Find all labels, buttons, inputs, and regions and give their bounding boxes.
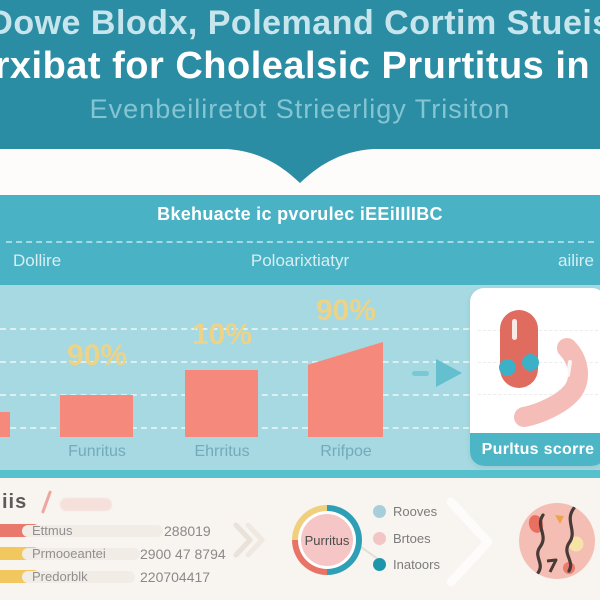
stat-track [22, 525, 163, 537]
stat-label: Ettmus [32, 523, 73, 538]
stat-value: 288019 [164, 523, 211, 539]
score-card: Purltus scorre [470, 288, 600, 466]
legend-label: Brtoes [393, 531, 431, 546]
legend-label: Inatoors [393, 557, 440, 572]
slash-mark [40, 490, 53, 514]
stat-value: 220704417 [140, 569, 211, 585]
pill-dot-icon [522, 354, 539, 371]
stat-label: Prmooeantei [32, 546, 106, 561]
stat-row: Predorblk 220704417 [0, 570, 230, 586]
card-caption: Purltus scorre [470, 433, 600, 466]
stat-value: 2900 47 8794 [140, 546, 226, 562]
bar-ehrritus [185, 370, 258, 437]
separator-strip [0, 470, 600, 478]
legend-label: Rooves [393, 504, 438, 519]
band-title: Bkehuacte ic pvorulec iEEiIIlIBC [157, 204, 443, 224]
stat-row: Ettmus 288019 [0, 524, 230, 540]
chevron-right-icon [446, 497, 493, 587]
header-banner: Dowe Blodx, Polemand Cortim Stueis erxib… [0, 0, 600, 195]
donut-chart: Purritus [292, 505, 362, 575]
intestine-icon [514, 338, 588, 427]
stat-track [22, 548, 140, 560]
gridline [0, 361, 600, 363]
section-header-band: Bkehuacte ic pvorulec iEEiIIlIBC Dollire… [0, 195, 600, 285]
card-gridline [478, 394, 598, 395]
stat-label: Predorblk [32, 569, 88, 584]
gridline [0, 328, 600, 330]
bar-funritus [60, 395, 133, 437]
column-label-center: Poloarixtiatyr [250, 251, 350, 270]
header-title-line2: erxibat for Cholealsic Prurtitus in P [0, 45, 600, 87]
abdomen-illustration [519, 503, 595, 579]
bar-value-label: 90% [66, 339, 128, 372]
stat-track [22, 571, 135, 583]
bar-value-label: 90% [315, 294, 377, 327]
column-label-right: ailire [558, 251, 594, 270]
header-title-line1: Dowe Blodx, Polemand Cortim Stueis [0, 4, 600, 42]
arrow-right-icon [436, 359, 462, 387]
header-ribbon-shape [0, 0, 600, 183]
bottom-section: iis Ettmus 288019 Prmooeantei 2900 47 87… [0, 478, 600, 600]
bar-chart-section: 90% Funritus 10% Ehrritus 90% Rrifpoe Pu… [0, 285, 600, 470]
column-label-left: Dollire [13, 251, 62, 270]
flow-arrow-dash [412, 371, 429, 376]
gridline [0, 427, 600, 429]
header-subtitle: Evenbeiliretot Strieerligy Trisiton [89, 94, 511, 124]
gridline [0, 394, 600, 396]
donut-center-label: Purritus [301, 514, 353, 566]
legend-dot-icon [373, 558, 386, 571]
bar-category-label: Funritus [68, 443, 126, 460]
pill-dot-icon [499, 359, 516, 376]
legend-dot-icon [373, 532, 386, 545]
stats-title: iis [2, 491, 28, 513]
dashed-divider [6, 241, 594, 243]
bar-rrifpoe [308, 342, 383, 437]
double-chevron-right-icon [233, 522, 265, 558]
card-gridline [478, 330, 598, 331]
bar-partial-left-edge [0, 412, 10, 437]
pill-highlight [512, 319, 517, 340]
faded-label-blob [60, 498, 112, 511]
bar-category-label: Ehrritus [194, 443, 250, 460]
stat-row: Prmooeantei 2900 47 8794 [0, 547, 230, 563]
legend-dot-icon [373, 505, 386, 518]
bar-value-label: 10% [191, 318, 253, 351]
intestine-squiggle-icon [528, 506, 584, 575]
bar-category-label: Rrifpoe [320, 443, 372, 460]
